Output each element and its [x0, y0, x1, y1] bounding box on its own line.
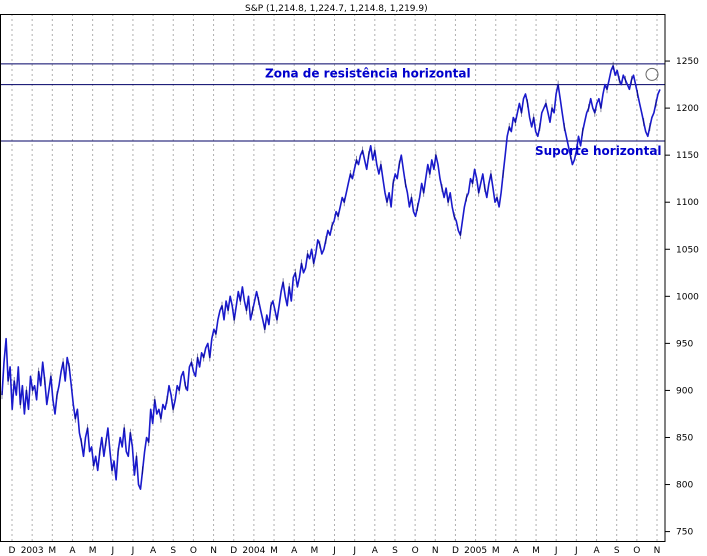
y-tick-label: 1150	[676, 151, 699, 161]
x-axis: D 2003 M A M J J A S O N D 2004 M A M J J A S O N D 2005 M A M J J A S…	[9, 546, 661, 556]
horizontal-lines	[0, 63, 665, 142]
y-tick-label: 1200	[676, 104, 699, 114]
y-axis: 750 800 850 900 950 1000 1050 1100 1150 1200 1250	[665, 57, 699, 538]
y-tick-label: 1000	[676, 292, 699, 302]
x-tick-label: 2003	[21, 546, 44, 556]
x-tick-label: J	[554, 546, 558, 556]
x-tick-label: N	[654, 546, 661, 556]
x-tick-label: 2005	[464, 546, 487, 556]
x-tick-label: S	[392, 546, 398, 556]
series-group	[1, 61, 661, 491]
x-tick-label: S	[614, 546, 620, 556]
y-tick-label: 800	[676, 481, 693, 491]
x-tick-label: M	[89, 546, 97, 556]
x-tick-label: A	[69, 546, 76, 556]
x-tick-label: D	[452, 546, 459, 556]
y-tick-label: 750	[676, 528, 693, 538]
x-tick-label: J	[574, 546, 578, 556]
x-tick-label: J	[131, 546, 135, 556]
y-tick-label: 900	[676, 386, 693, 396]
x-tick-label: A	[593, 546, 600, 556]
resistance-label: Zona de resistência horizontal	[265, 67, 471, 81]
x-tick-label: A	[372, 546, 379, 556]
x-tick-label: S	[170, 546, 176, 556]
x-tick-label: O	[190, 546, 197, 556]
x-tick-label: A	[513, 546, 520, 556]
x-tick-label: 2004	[242, 546, 265, 556]
support-label: Suporte horizontal	[535, 144, 662, 158]
x-tick-label: J	[332, 546, 336, 556]
x-tick-label: A	[291, 546, 298, 556]
x-tick-label: J	[110, 546, 114, 556]
y-tick-label: 950	[676, 339, 693, 349]
grid	[11, 14, 658, 541]
price-line	[1, 65, 661, 491]
frame-rect	[0, 14, 666, 542]
x-tick-label: O	[633, 546, 640, 556]
chart-title: S&P (1,214.8, 1,224.7, 1,214.8, 1,219.9)	[245, 4, 428, 14]
x-tick-label: D	[9, 546, 16, 556]
x-tick-label: M	[48, 546, 56, 556]
y-tick-label: 1250	[676, 57, 699, 67]
y-tick-label: 850	[676, 433, 693, 443]
x-tick-label: M	[532, 546, 540, 556]
x-tick-label: A	[150, 546, 157, 556]
x-tick-label: O	[412, 546, 419, 556]
x-tick-label: M	[310, 546, 318, 556]
plot-frame	[0, 14, 666, 542]
x-tick-label: D	[230, 546, 237, 556]
x-tick-label: M	[492, 546, 500, 556]
x-tick-label: M	[270, 546, 278, 556]
x-tick-label: J	[352, 546, 356, 556]
annotations: Zona de resistência horizontal Suporte ho…	[265, 67, 662, 158]
x-tick-label: N	[432, 546, 439, 556]
y-tick-label: 1050	[676, 245, 699, 255]
y-tick-label: 1100	[676, 198, 699, 208]
x-tick-label: N	[210, 546, 217, 556]
trend-marker	[645, 67, 659, 81]
